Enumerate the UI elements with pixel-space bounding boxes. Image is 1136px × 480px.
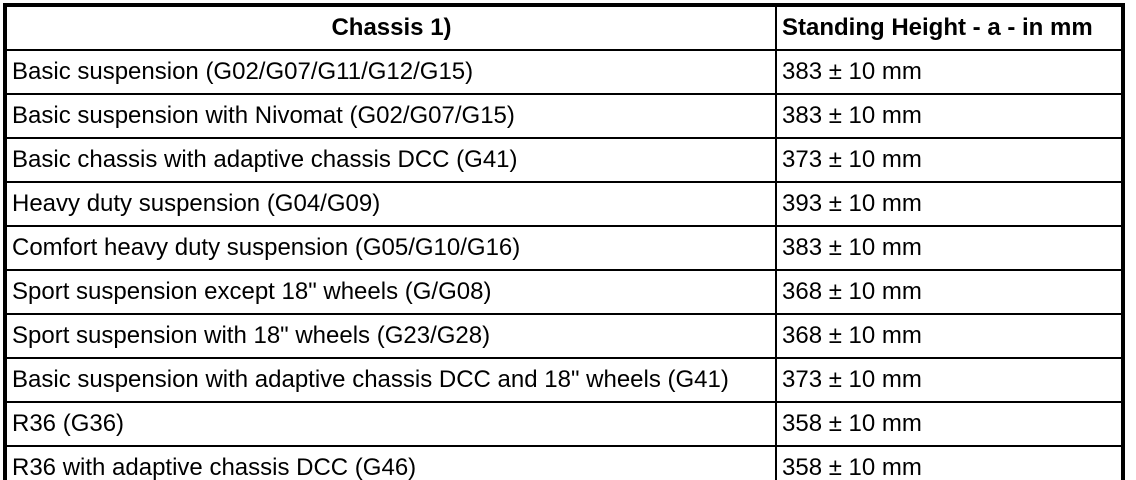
standing-height-table: Chassis 1) Standing Height - a - in mm B…: [3, 3, 1125, 480]
standing-height-cell: 393 ± 10 mm: [775, 181, 1124, 227]
table-row: R36 (G36) 358 ± 10 mm: [4, 401, 1124, 447]
table-row: R36 with adaptive chassis DCC (G46) 358 …: [4, 445, 1124, 480]
chassis-cell: Sport suspension with 18" wheels (G23/G2…: [4, 313, 777, 359]
table-body: Basic suspension (G02/G07/G11/G12/G15) 3…: [4, 49, 1124, 480]
table-row: Basic suspension with adaptive chassis D…: [4, 357, 1124, 403]
standing-height-cell: 368 ± 10 mm: [775, 269, 1124, 315]
chassis-cell: Heavy duty suspension (G04/G09): [4, 181, 777, 227]
standing-height-cell: 368 ± 10 mm: [775, 313, 1124, 359]
standing-height-cell: 373 ± 10 mm: [775, 137, 1124, 183]
table-row: Basic suspension with Nivomat (G02/G07/G…: [4, 93, 1124, 139]
chassis-cell: R36 with adaptive chassis DCC (G46): [4, 445, 777, 480]
chassis-cell: Sport suspension except 18" wheels (G/G0…: [4, 269, 777, 315]
column-header-standing-height: Standing Height - a - in mm: [775, 4, 1124, 51]
table-header-row: Chassis 1) Standing Height - a - in mm: [4, 4, 1124, 51]
table-row: Heavy duty suspension (G04/G09) 393 ± 10…: [4, 181, 1124, 227]
chassis-cell: Basic suspension with Nivomat (G02/G07/G…: [4, 93, 777, 139]
standing-height-cell: 358 ± 10 mm: [775, 445, 1124, 480]
column-header-chassis: Chassis 1): [4, 4, 777, 51]
standing-height-cell: 383 ± 10 mm: [775, 225, 1124, 271]
chassis-cell: Basic chassis with adaptive chassis DCC …: [4, 137, 777, 183]
table-row: Basic suspension (G02/G07/G11/G12/G15) 3…: [4, 49, 1124, 95]
chassis-cell: R36 (G36): [4, 401, 777, 447]
standing-height-cell: 383 ± 10 mm: [775, 49, 1124, 95]
table-row: Sport suspension except 18" wheels (G/G0…: [4, 269, 1124, 315]
table-row: Sport suspension with 18" wheels (G23/G2…: [4, 313, 1124, 359]
chassis-cell: Basic suspension (G02/G07/G11/G12/G15): [4, 49, 777, 95]
standing-height-cell: 358 ± 10 mm: [775, 401, 1124, 447]
table-row: Basic chassis with adaptive chassis DCC …: [4, 137, 1124, 183]
table-row: Comfort heavy duty suspension (G05/G10/G…: [4, 225, 1124, 271]
standing-height-cell: 383 ± 10 mm: [775, 93, 1124, 139]
standing-height-cell: 373 ± 10 mm: [775, 357, 1124, 403]
chassis-cell: Basic suspension with adaptive chassis D…: [4, 357, 777, 403]
chassis-cell: Comfort heavy duty suspension (G05/G10/G…: [4, 225, 777, 271]
